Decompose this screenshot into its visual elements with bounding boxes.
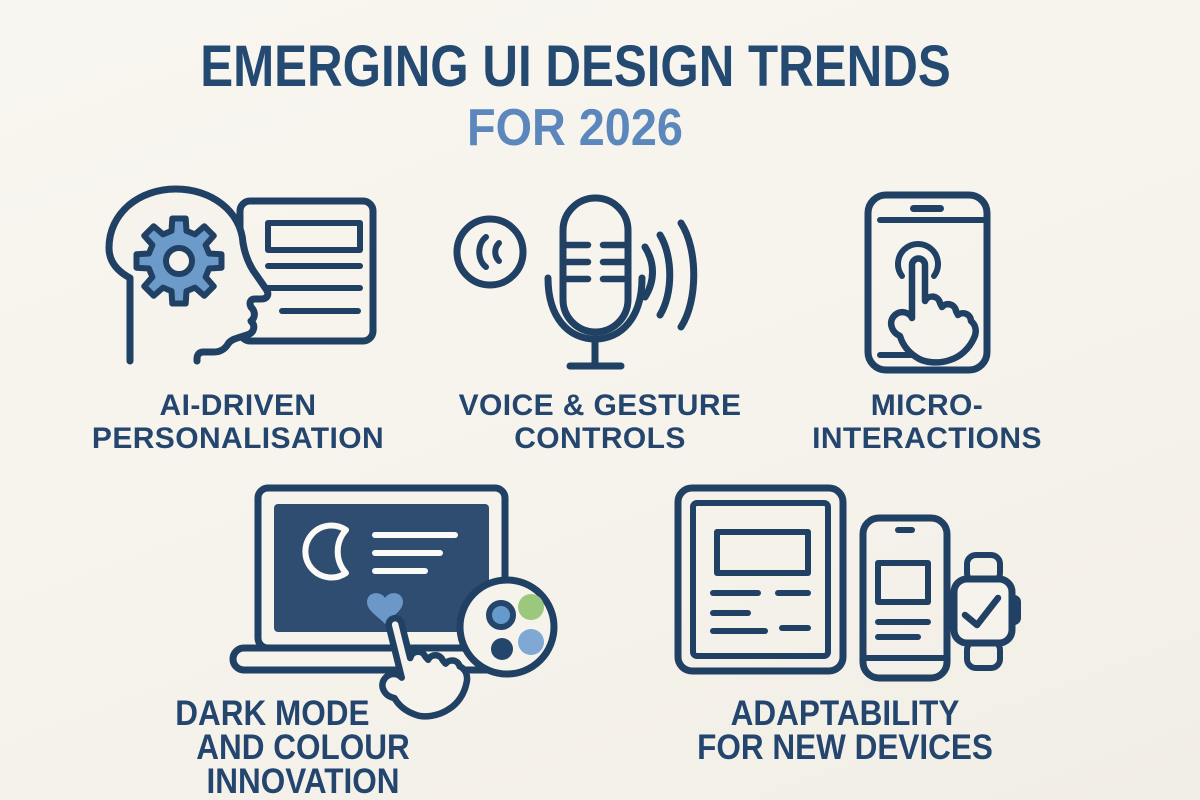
head-gear-icon — [105, 185, 377, 365]
trend-label-line: DARK MODE — [175, 694, 370, 733]
trend-label-micro-interactions: MICRO- INTERACTIONS — [752, 389, 1102, 455]
smartphone-icon — [859, 514, 951, 682]
trend-label-ai-driven: AI-DRIVEN PERSONALISATION — [63, 389, 413, 455]
ambient-sound-icon — [453, 215, 527, 289]
moon-icon — [302, 522, 349, 581]
trend-label-line: PERSONALISATION — [91, 422, 385, 455]
pointer-hand-icon — [379, 614, 471, 720]
voice-gesture-icon — [453, 194, 698, 370]
page-subtitle: FOR 2026 — [0, 102, 1150, 154]
tablet-icon — [674, 484, 847, 675]
page-subtitle-text: FOR 2026 — [467, 99, 683, 157]
trend-label-line: INTERACTIONS — [812, 422, 1042, 455]
tap-phone-icon — [864, 191, 991, 374]
trend-label-line: FOR NEW DEVICES — [697, 728, 993, 767]
palette-icon — [456, 576, 558, 678]
trend-label-dark-mode: DARK MODE AND COLOUR INNOVATION — [105, 696, 501, 800]
screen-text-lines — [372, 532, 458, 574]
heart-icon — [367, 593, 403, 624]
page-title-text: EMERGING UI DESIGN TRENDS — [199, 34, 951, 99]
devices-icon — [674, 484, 1021, 682]
pointer-hand-icon — [887, 255, 979, 366]
trend-label-line: ADAPTABILITY — [730, 694, 960, 733]
microphone-icon — [544, 194, 646, 370]
phone-outline — [864, 191, 991, 374]
trend-label-line: VOICE & GESTURE — [458, 389, 742, 422]
trend-label-adaptability: ADAPTABILITY FOR NEW DEVICES — [647, 694, 1043, 767]
trend-label-line: MICRO- — [870, 389, 984, 422]
gear-icon — [133, 215, 225, 307]
page-title: EMERGING UI DESIGN TRENDS — [0, 38, 1150, 96]
checkmark-icon — [961, 594, 1002, 629]
smartwatch-icon — [950, 552, 1021, 671]
trend-label-voice-gesture: VOICE & GESTURE CONTROLS — [425, 389, 775, 455]
text-panel — [236, 197, 377, 345]
trend-label-line: AND COLOUR INNOVATION — [196, 728, 410, 800]
tap-circle — [895, 241, 941, 279]
dark-mode-laptop-icon — [229, 484, 558, 720]
sound-wave-icon — [641, 219, 698, 331]
trend-label-line: CONTROLS — [514, 422, 686, 455]
trend-label-line: AI-DRIVEN — [159, 389, 317, 422]
